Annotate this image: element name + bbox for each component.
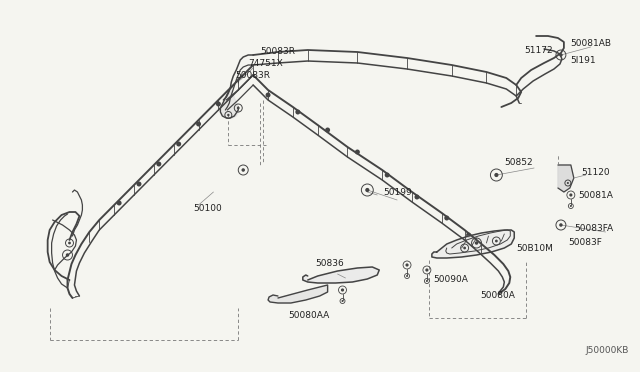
- Circle shape: [385, 173, 390, 177]
- Circle shape: [495, 240, 498, 243]
- Circle shape: [237, 107, 239, 109]
- Circle shape: [196, 122, 201, 126]
- Text: 50199: 50199: [383, 187, 412, 196]
- Polygon shape: [432, 230, 515, 258]
- Circle shape: [116, 201, 122, 205]
- Circle shape: [136, 182, 141, 186]
- Circle shape: [567, 182, 569, 184]
- Polygon shape: [220, 88, 238, 118]
- Text: 50852: 50852: [504, 157, 533, 167]
- Circle shape: [66, 253, 69, 257]
- Text: 74751X: 74751X: [248, 58, 283, 67]
- Text: 5l191: 5l191: [570, 55, 595, 64]
- Circle shape: [475, 241, 478, 245]
- Circle shape: [341, 288, 344, 292]
- Circle shape: [444, 215, 449, 221]
- Circle shape: [68, 241, 71, 244]
- Circle shape: [325, 128, 330, 132]
- Circle shape: [426, 269, 429, 272]
- Circle shape: [569, 193, 572, 196]
- Text: J50000KB: J50000KB: [586, 346, 629, 355]
- Text: 50081AB: 50081AB: [570, 38, 611, 48]
- Text: 51172: 51172: [524, 45, 553, 55]
- Circle shape: [156, 161, 161, 167]
- Text: 50081A: 50081A: [578, 190, 612, 199]
- Text: 50083R: 50083R: [260, 46, 295, 55]
- Circle shape: [406, 275, 408, 277]
- Circle shape: [241, 168, 245, 172]
- Circle shape: [295, 109, 300, 115]
- Circle shape: [426, 280, 428, 282]
- Polygon shape: [303, 267, 380, 283]
- Text: 50083FA: 50083FA: [574, 224, 613, 232]
- Circle shape: [342, 300, 344, 302]
- Circle shape: [227, 114, 230, 116]
- Circle shape: [494, 173, 499, 177]
- Circle shape: [570, 205, 572, 207]
- Circle shape: [176, 141, 181, 147]
- Polygon shape: [558, 165, 574, 192]
- Text: 51120: 51120: [582, 167, 611, 176]
- Circle shape: [559, 53, 563, 57]
- Text: 50080AA: 50080AA: [288, 311, 329, 321]
- Circle shape: [463, 247, 466, 249]
- Text: 50B10M: 50B10M: [516, 244, 553, 253]
- Circle shape: [355, 150, 360, 154]
- Circle shape: [216, 102, 221, 106]
- Text: 50836: 50836: [316, 260, 344, 269]
- Text: 50100: 50100: [193, 203, 222, 212]
- Text: 50083R: 50083R: [236, 71, 270, 80]
- Text: 50090A: 50090A: [433, 276, 468, 285]
- Circle shape: [466, 232, 471, 237]
- Polygon shape: [268, 285, 328, 303]
- Circle shape: [559, 223, 563, 227]
- Text: 50083F: 50083F: [568, 237, 602, 247]
- Circle shape: [266, 93, 271, 97]
- Text: 50080A: 50080A: [481, 291, 515, 299]
- Circle shape: [365, 188, 369, 192]
- Circle shape: [415, 195, 419, 199]
- Circle shape: [406, 263, 408, 267]
